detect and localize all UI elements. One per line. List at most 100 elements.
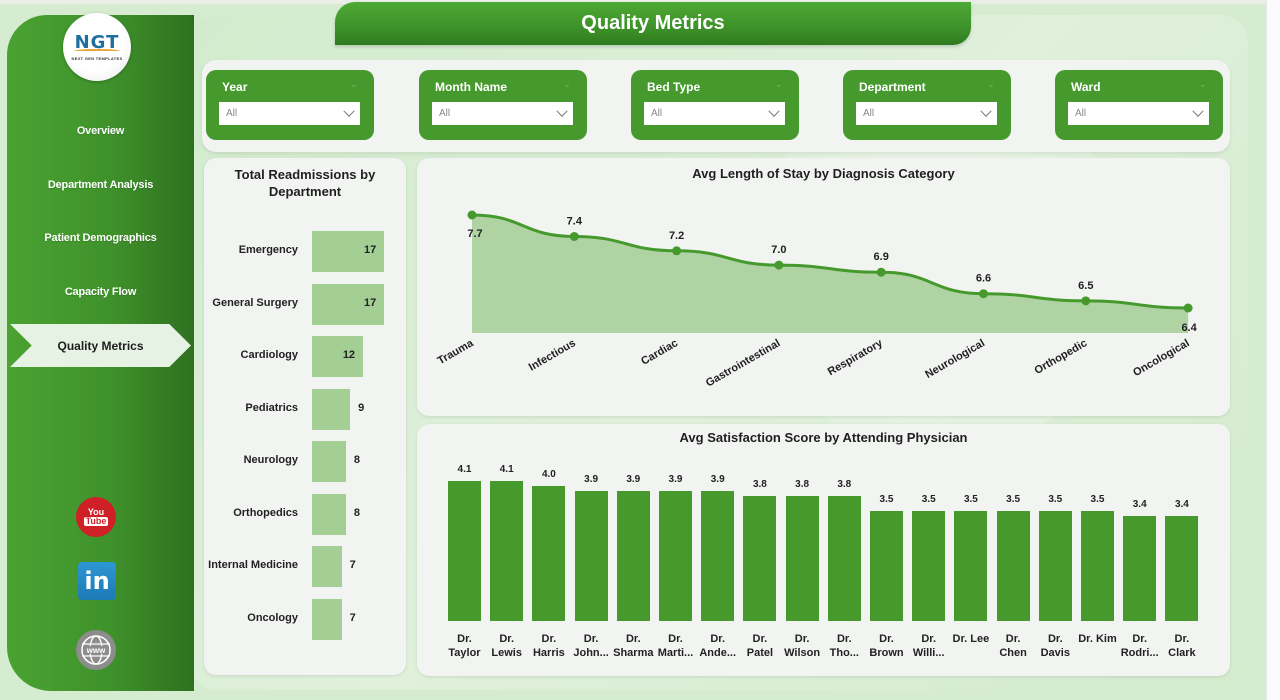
data-label: 6.5 [1078, 280, 1093, 292]
bar[interactable] [743, 496, 777, 621]
bar[interactable] [312, 388, 351, 430]
bar[interactable] [312, 231, 384, 272]
length-of-stay-chart-title: Avg Length of Stay by Diagnosis Category [692, 166, 955, 181]
chevron-down-icon[interactable]: ⌄ [774, 79, 783, 90]
readmissions-chart: Emergency 17 General Surgery 17 Cardiology 12… [204, 231, 406, 651]
x-axis-label: Dr. Tho... [829, 633, 859, 659]
bar[interactable] [532, 486, 566, 621]
chevron-down-icon[interactable]: ⌄ [986, 79, 995, 90]
bar[interactable] [312, 441, 346, 482]
bar[interactable] [912, 511, 946, 621]
data-point[interactable] [569, 231, 579, 241]
slicer-label: Bed Type [647, 80, 701, 94]
bar[interactable] [312, 493, 346, 535]
bar[interactable] [448, 481, 481, 621]
page-title-text: Quality Metrics [581, 12, 725, 34]
bar-value-label: 8 [353, 454, 360, 466]
bar[interactable] [1165, 516, 1199, 621]
bar[interactable] [827, 496, 861, 621]
x-axis-label: Dr. Clark [1168, 633, 1196, 659]
bar[interactable] [996, 511, 1030, 621]
bar-row[interactable]: Orthopedics 8 [204, 493, 406, 535]
sidebar-item-overview[interactable]: Overview [76, 125, 125, 137]
bar-row[interactable]: General Surgery 17 [204, 283, 406, 325]
month-name-dropdown[interactable]: All [432, 102, 573, 125]
youtube-icon[interactable]: You Tube [76, 497, 116, 537]
filter-bar: Year ⌄ All Month Name ⌄ All Bed Type ⌄ A… [202, 60, 1230, 152]
bar[interactable] [312, 336, 363, 377]
chevron-down-icon[interactable]: ⌄ [349, 79, 358, 90]
ngt-logo[interactable]: NGT NEXT GEN TEMPLATES [63, 13, 131, 81]
data-point[interactable] [979, 289, 988, 299]
linkedin-icon[interactable]: in [78, 562, 116, 600]
sidebar-item-patient-demographics[interactable]: Patient Demographics [44, 232, 157, 244]
window-edge [1266, 0, 1280, 700]
bar-value-label: 7 [349, 559, 356, 571]
bar[interactable] [1081, 511, 1114, 621]
bar[interactable] [312, 283, 384, 325]
chevron-down-icon [343, 105, 355, 117]
readmissions-chart-title: Total Readmissions by Department [234, 167, 376, 199]
x-axis-label: Dr. Wilson [784, 633, 821, 659]
bar[interactable] [1038, 511, 1072, 621]
youtube-text-you: You [87, 507, 105, 517]
chevron-down-icon[interactable]: ⌄ [562, 79, 571, 90]
dropdown-value: All [226, 108, 238, 119]
data-point[interactable] [672, 246, 682, 256]
data-point[interactable] [1081, 296, 1091, 306]
bar-category-label: Pediatrics [245, 401, 298, 414]
bar-row[interactable]: Internal Medicine 7 [204, 546, 406, 587]
x-axis-label: Dr. Brown [869, 633, 904, 659]
bar[interactable] [701, 491, 735, 621]
data-point[interactable] [1183, 303, 1193, 313]
x-axis-label: Dr. Harris [532, 633, 565, 659]
bar[interactable] [312, 598, 342, 640]
data-point[interactable] [876, 267, 886, 277]
sidebar-item-department-analysis[interactable]: Department Analysis [47, 179, 154, 191]
data-point[interactable] [774, 260, 784, 270]
department-dropdown[interactable]: All [856, 102, 997, 125]
bar[interactable] [490, 481, 524, 621]
data-label: 7.0 [771, 244, 786, 256]
bar-value-label: 3.9 [710, 474, 725, 485]
data-label: 7.4 [567, 215, 583, 227]
data-point[interactable] [467, 210, 477, 220]
bar[interactable] [616, 491, 650, 621]
bar[interactable] [312, 546, 342, 587]
bar-value-label: 3.5 [879, 494, 894, 505]
bar[interactable] [954, 511, 988, 621]
bar-category-label: Neurology [243, 454, 298, 466]
bar-value-label: 17 [364, 244, 377, 256]
bar-category-label: Cardiology [240, 349, 298, 361]
x-axis-label: Gastrointestinal [704, 337, 783, 389]
department-slicer: Department ⌄ All [843, 70, 1011, 140]
year-dropdown[interactable]: All [219, 102, 360, 125]
bar-row[interactable]: Oncology 7 [204, 598, 406, 640]
sidebar-item-capacity-flow[interactable]: Capacity Flow [64, 286, 137, 298]
dropdown-value: All [651, 108, 663, 119]
bar[interactable] [870, 511, 903, 621]
month-name-slicer: Month Name ⌄ All [419, 70, 587, 140]
x-axis-label: Dr. Taylor [448, 633, 481, 659]
bar[interactable] [659, 491, 692, 621]
globe-www-icon[interactable]: www [76, 630, 116, 670]
bar-row[interactable]: Pediatrics 9 [204, 388, 406, 430]
data-label: 6.6 [976, 273, 991, 285]
bar[interactable] [574, 491, 608, 621]
dropdown-value: All [439, 108, 451, 119]
bar-category-label: Internal Medicine [208, 559, 298, 571]
bar-row[interactable]: Neurology 8 [204, 441, 406, 482]
bar[interactable] [785, 496, 819, 621]
ward-dropdown[interactable]: All [1068, 102, 1209, 125]
bed-type-dropdown[interactable]: All [644, 102, 785, 125]
chevron-down-icon [768, 105, 780, 117]
bar[interactable] [1123, 516, 1157, 621]
bar-category-label: Oncology [247, 611, 298, 624]
bar-row[interactable]: Cardiology 12 [204, 336, 406, 377]
bar-value-label: 4.1 [457, 464, 472, 475]
year-slicer: Year ⌄ All [206, 70, 374, 140]
sidebar-item-quality-metrics[interactable]: Quality Metrics [10, 324, 191, 367]
bar-row[interactable]: Emergency 17 [204, 231, 406, 272]
chevron-down-icon[interactable]: ⌄ [1198, 79, 1207, 90]
bar-value-label: 3.9 [626, 474, 641, 485]
